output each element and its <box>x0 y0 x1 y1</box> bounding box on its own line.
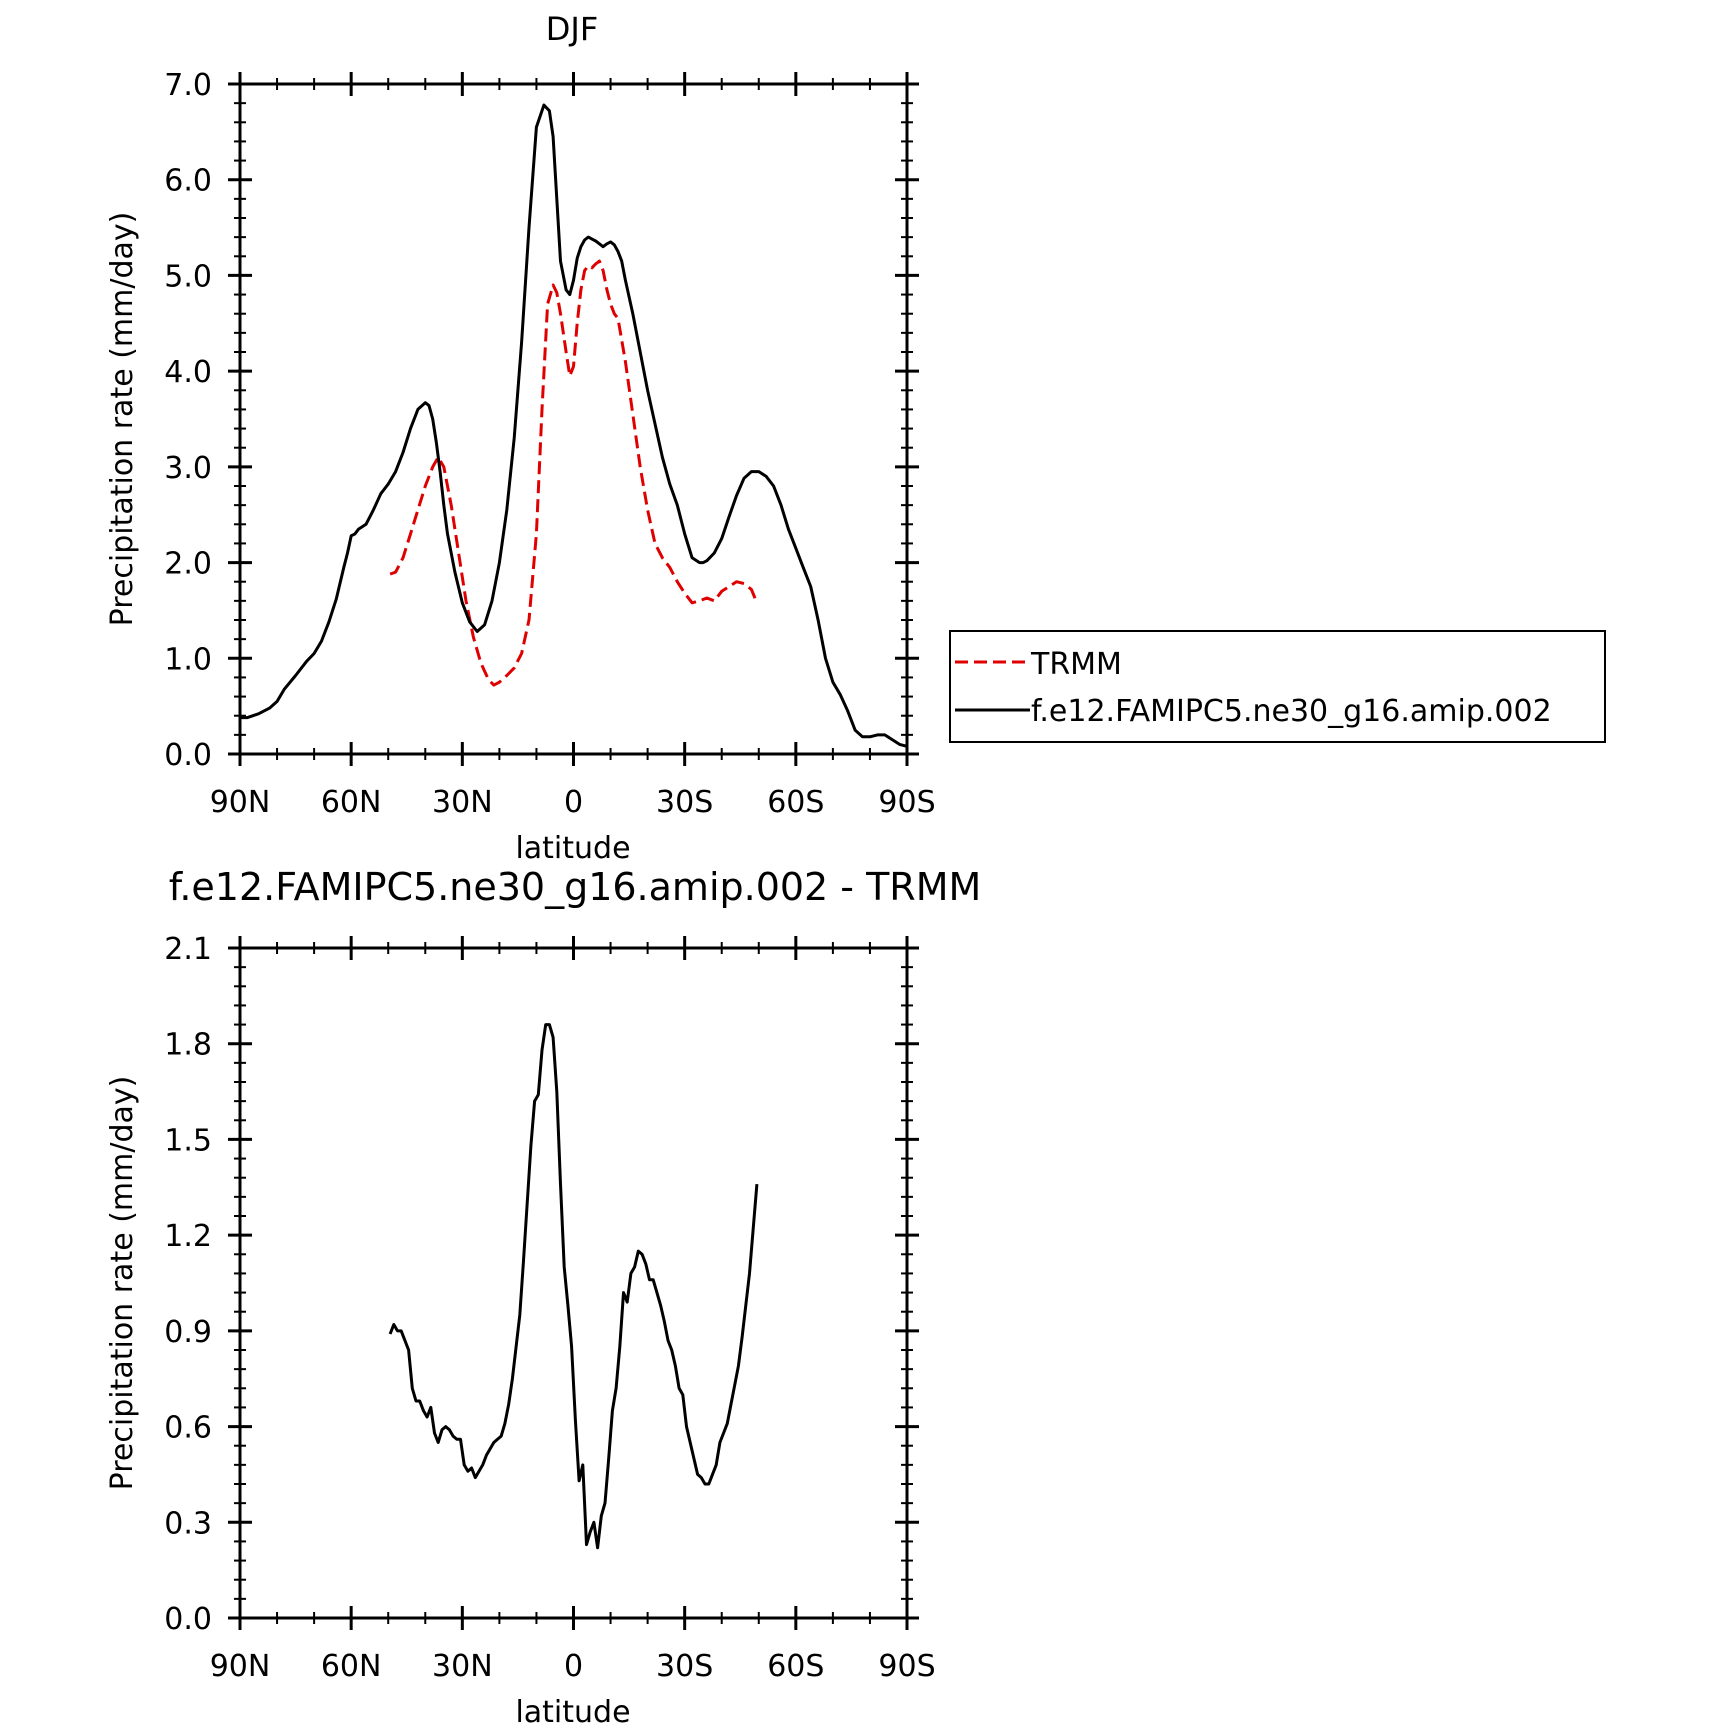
legend-box <box>949 630 1606 743</box>
y-tick-label: 0.9 <box>164 1315 212 1350</box>
x-tick-label: 30S <box>656 1649 713 1684</box>
legend-label-model: f.e12.FAMIPC5.ne30_g16.amip.002 <box>1031 694 1552 729</box>
series-line-trmm <box>389 259 759 687</box>
x-tick-label: 60S <box>767 1649 824 1684</box>
y-tick-label: 0.0 <box>164 738 212 773</box>
x-tick-label: 60S <box>767 785 824 820</box>
y-tick-label: 1.2 <box>164 1219 212 1254</box>
y-tick-label: 6.0 <box>164 164 212 199</box>
panel-djf: DJF 0.0 1.0 2.0 3.0 4.0 5.0 6.0 7.0 90N 60N 30N 0 3… <box>105 10 936 866</box>
x-tick-label: 60N <box>321 1649 382 1684</box>
y-tick-label: 1.0 <box>164 642 212 677</box>
y-tick-label: 4.0 <box>164 355 212 390</box>
x-tick-label: 0 <box>564 1649 583 1684</box>
plot-frame <box>238 946 909 1620</box>
series-line-f-e12-famipc5-ne30-g16-amip-002 <box>240 103 908 748</box>
y-tick-label: 0.3 <box>164 1506 212 1541</box>
panel-difference: f.e12.FAMIPC5.ne30_g16.amip.002 - TRMM 0… <box>105 865 981 1728</box>
y-tick-label: 1.5 <box>164 1123 212 1158</box>
y-tick-label: 5.0 <box>164 259 212 294</box>
x-tick-label: 0 <box>564 785 583 820</box>
plot-frame <box>238 82 909 756</box>
panel-title: DJF <box>546 10 598 48</box>
y-axis-ticks: 0.0 0.3 0.6 0.9 1.2 1.5 1.8 2.1 <box>164 932 919 1637</box>
series-line-difference <box>388 1023 759 1550</box>
series-lines <box>388 1023 759 1550</box>
x-tick-label: 90N <box>210 1649 271 1684</box>
y-axis-label: Precipitation rate (mm/day) <box>105 1076 140 1491</box>
y-tick-label: 0.0 <box>164 1602 212 1637</box>
x-axis-label: latitude <box>515 831 630 866</box>
x-tick-label: 60N <box>321 785 382 820</box>
y-tick-label: 7.0 <box>164 68 212 103</box>
x-tick-label: 30N <box>432 1649 493 1684</box>
panel-title: f.e12.FAMIPC5.ne30_g16.amip.002 - TRMM <box>169 865 982 909</box>
y-axis-ticks: 0.0 1.0 2.0 3.0 4.0 5.0 6.0 7.0 <box>164 68 919 773</box>
y-tick-label: 3.0 <box>164 451 212 486</box>
x-tick-label: 90N <box>210 785 271 820</box>
x-axis-ticks: 90N 60N 30N 0 30S 60S 90S <box>210 936 936 1684</box>
x-tick-label: 30S <box>656 785 713 820</box>
x-tick-label: 30N <box>432 785 493 820</box>
y-tick-label: 2.0 <box>164 547 212 582</box>
x-tick-label: 90S <box>878 785 935 820</box>
legend-label-trmm: TRMM <box>1030 647 1122 682</box>
y-axis-label: Precipitation rate (mm/day) <box>105 212 140 627</box>
legend: TRMM f.e12.FAMIPC5.ne30_g16.amip.002 <box>949 630 1606 743</box>
x-tick-label: 90S <box>878 1649 935 1684</box>
y-tick-label: 0.6 <box>164 1411 212 1446</box>
x-axis-label: latitude <box>515 1695 630 1728</box>
x-axis-ticks: 90N 60N 30N 0 30S 60S 90S <box>210 72 936 820</box>
series-lines <box>240 103 908 748</box>
y-tick-label: 2.1 <box>164 932 212 967</box>
y-tick-label: 1.8 <box>164 1028 212 1063</box>
